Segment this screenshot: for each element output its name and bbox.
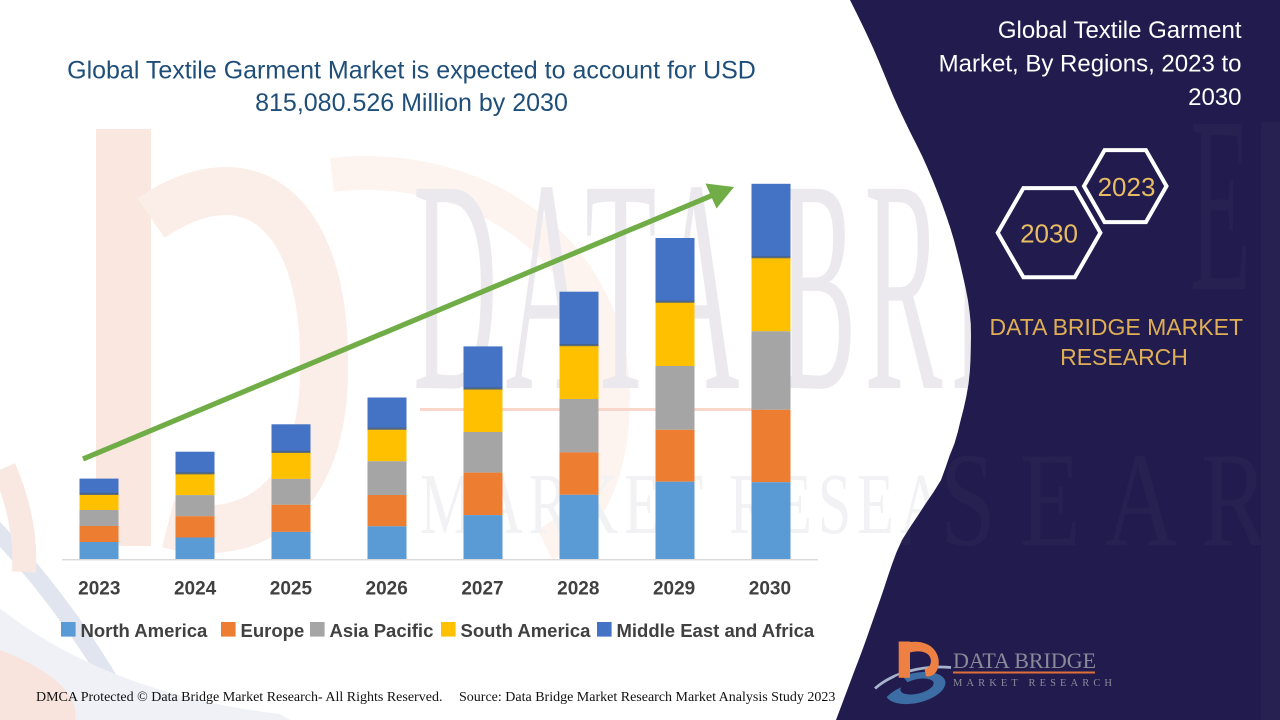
svg-text:815,080.526 Million by 2030: 815,080.526 Million by 2030 [255,89,568,117]
svg-text:South America: South America [461,620,592,641]
svg-text:Asia Pacific: Asia Pacific [330,620,434,641]
svg-text:Middle East and Africa: Middle East and Africa [617,620,815,641]
svg-text:2027: 2027 [461,579,503,600]
svg-text:DATA BRIDGE MARKET: DATA BRIDGE MARKET [990,314,1243,340]
svg-text:2030: 2030 [1020,219,1078,249]
svg-text:RESEARCH: RESEARCH [1060,344,1188,370]
svg-text:DATA BRIDGE: DATA BRIDGE [953,648,1096,673]
svg-text:2030: 2030 [1188,84,1241,111]
svg-text:2026: 2026 [366,579,408,600]
svg-text:North America: North America [81,620,209,641]
svg-text:2023: 2023 [1098,172,1156,202]
svg-text:MARKET RESEARCH: MARKET RESEARCH [953,678,1116,689]
svg-text:2024: 2024 [174,579,217,600]
svg-text:2030: 2030 [749,579,791,600]
svg-text:Market, By Regions, 2023 to: Market, By Regions, 2023 to [939,50,1242,77]
svg-text:2029: 2029 [653,579,695,600]
svg-text:Source: Data Bridge Market Res: Source: Data Bridge Market Research Mark… [459,690,835,705]
svg-text:2028: 2028 [557,579,599,600]
svg-text:2023: 2023 [78,579,120,600]
svg-text:Europe: Europe [241,620,305,641]
svg-text:Global Textile Garment Market: Global Textile Garment Market is expecte… [67,57,756,85]
svg-text:Global Textile Garment: Global Textile Garment [998,17,1242,44]
svg-text:DMCA Protected © Data Bridge M: DMCA Protected © Data Bridge Market Rese… [36,690,442,705]
svg-text:2025: 2025 [270,579,313,600]
